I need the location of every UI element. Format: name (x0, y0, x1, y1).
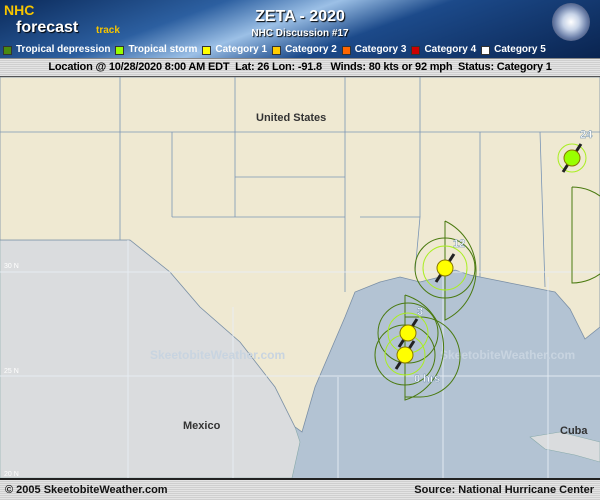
storm-symbol-icon[interactable] (434, 253, 456, 283)
legend-label: Category 4 (424, 44, 477, 55)
storm-title: ZETA - 2020 (255, 8, 345, 25)
discussion-subtitle: NHC Discussion #17 (251, 28, 349, 39)
legend-item: Category 2 (272, 44, 337, 56)
storm-symbol-icon[interactable] (397, 318, 419, 348)
wind-radii (384, 143, 587, 376)
legend-swatch (115, 45, 125, 55)
lat-30-label: 30 N (4, 263, 19, 270)
watermark: SkeetobiteWeather.com (150, 348, 285, 362)
logo-forecast: forecast (16, 19, 79, 36)
state-borders (0, 77, 600, 292)
lat-lon-grid (0, 240, 600, 478)
label-12: 12 (453, 238, 465, 250)
lat-20-label: 20 N (4, 471, 19, 478)
legend-item: Category 3 (341, 44, 407, 56)
label-3: 3 (417, 306, 423, 318)
legend-label: Category 3 (354, 44, 407, 55)
storm-symbol-icon[interactable] (561, 143, 583, 173)
legend-swatch (272, 45, 282, 55)
legend-label: Category 1 (215, 44, 268, 55)
copyright: © 2005 SkeetobiteWeather.com (5, 484, 168, 496)
us-label: United States (256, 112, 326, 124)
legend-swatch (3, 45, 12, 55)
logo-track: track (96, 25, 120, 36)
watermark: SkeetobiteWeather.com (440, 348, 575, 362)
header-banner: NHC forecast track ZETA - 2020 NHC Discu… (0, 0, 600, 58)
us-land (0, 77, 600, 433)
lat-25-label: 25 N (4, 368, 19, 375)
label-24: 24 (580, 129, 593, 141)
forecast-map: 30 N 25 N 20 N United States Mexico Cuba… (0, 77, 600, 478)
legend-label: Category 5 (494, 44, 546, 55)
legend-item: Tropical storm (115, 44, 197, 56)
mexico-label: Mexico (183, 420, 221, 432)
footer-bar: © 2005 SkeetobiteWeather.com Source: Nat… (0, 478, 600, 500)
legend-item: Category 1 (202, 44, 267, 56)
legend-swatch (481, 45, 491, 55)
hurricane-globe-icon (552, 3, 590, 41)
cuba-label: Cuba (560, 425, 588, 437)
forecast-cone (374, 186, 600, 401)
source-credit: Source: National Hurricane Center (414, 484, 594, 496)
logo-nhc: NHC (4, 2, 35, 18)
storm-symbol-icon[interactable] (394, 340, 416, 370)
legend-item: Category 4 (411, 44, 476, 56)
category-legend: Tropical depression Tropical storm Categor… (0, 43, 600, 57)
legend-item: Category 5 (481, 44, 546, 56)
legend-swatch (341, 45, 351, 55)
storm-points (394, 143, 583, 370)
legend-label: Tropical depression (16, 44, 111, 55)
legend-item: Tropical depression (3, 44, 110, 56)
label-0-hrs: 0 hrs (414, 373, 440, 385)
nhc-forecast-track-logo: NHC forecast track (4, 2, 144, 42)
legend-swatch (202, 45, 212, 55)
legend-label: Category 2 (285, 44, 337, 55)
legend-label: Tropical storm (128, 44, 198, 55)
location-status-bar: Location @ 10/28/2020 8:00 AM EDT Lat: 2… (0, 58, 600, 77)
legend-swatch (411, 45, 421, 55)
